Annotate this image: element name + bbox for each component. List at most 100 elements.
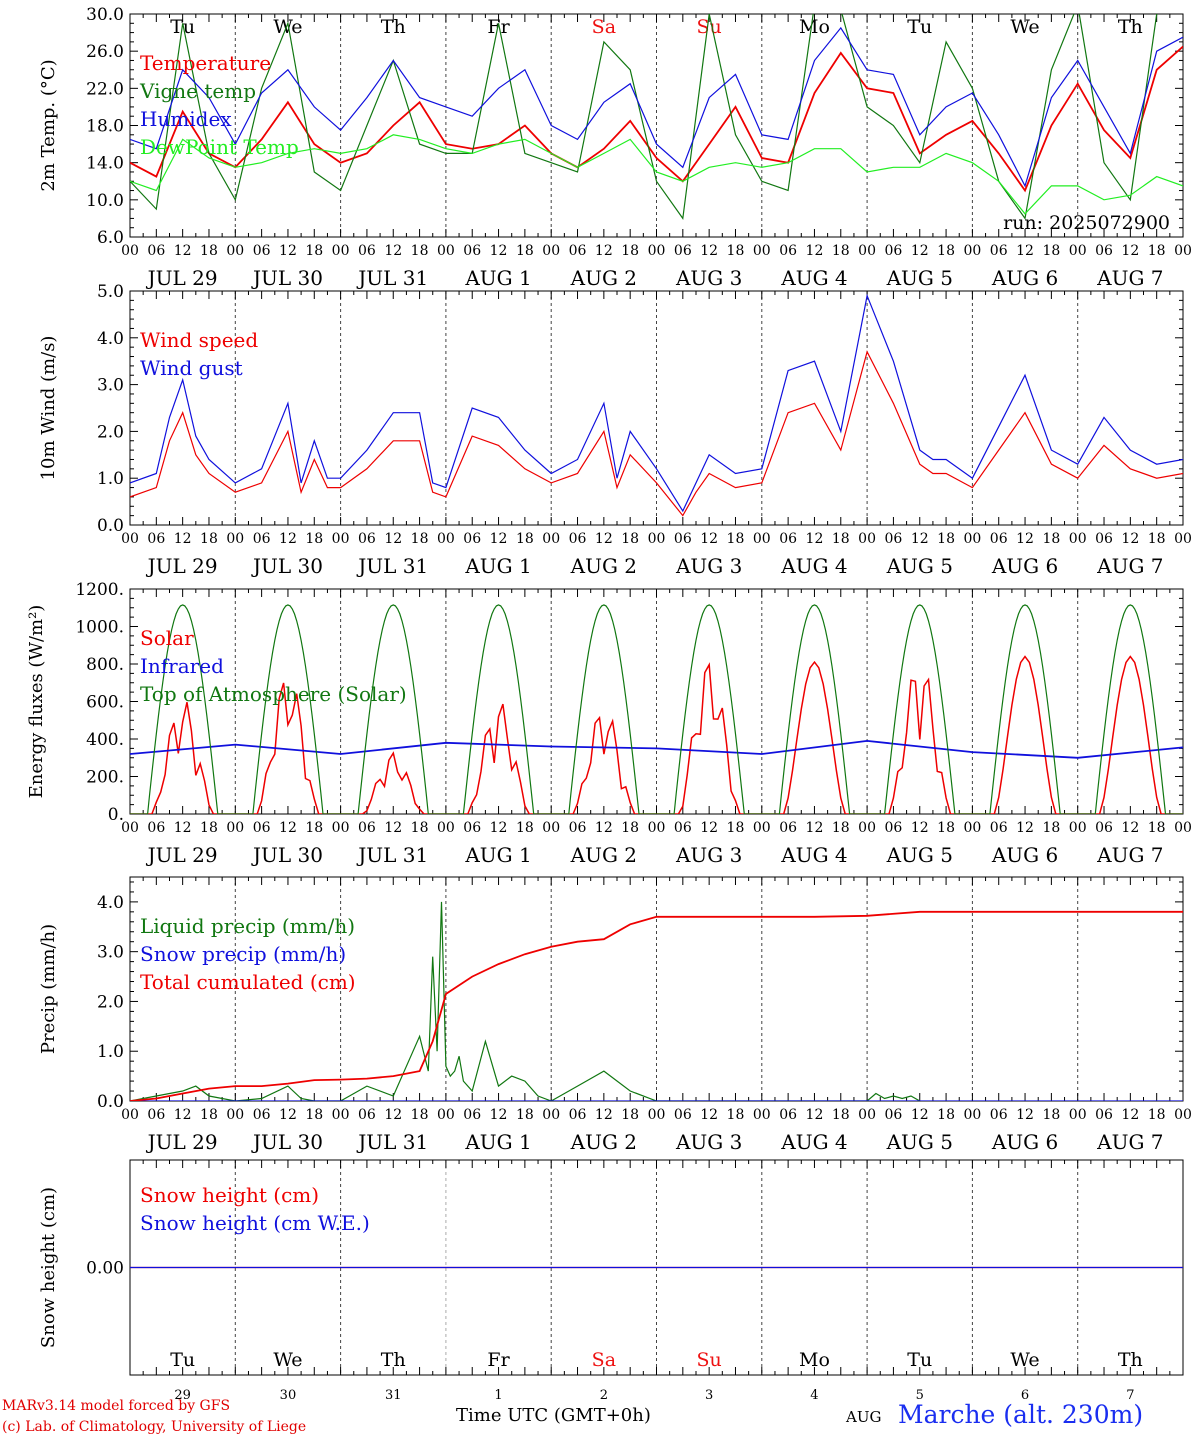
y-axis-title: Energy fluxes (W/m²) (26, 605, 47, 799)
date-label: AUG 3 (675, 266, 742, 290)
hour-label: 06 (1095, 820, 1113, 836)
legend-liquid-precip-mm-h-: Liquid precip (mm/h) (140, 914, 355, 938)
hour-label: 12 (595, 1107, 613, 1123)
station-name: Marche (alt. 230m) (898, 1400, 1144, 1429)
y-tick-label: 2.0 (97, 422, 124, 442)
hour-label: 00 (858, 1107, 876, 1123)
legend-infrared: Infrared (140, 654, 224, 678)
hour-label: 18 (516, 1107, 534, 1123)
hour-label: 06 (779, 531, 797, 547)
y-tick-label: 0.0 (97, 516, 124, 536)
hour-label: 00 (226, 243, 244, 259)
wind-gust-line (130, 293, 1183, 513)
hour-label: 12 (174, 820, 192, 836)
total-cumulated-cm--line (130, 910, 1183, 1101)
legend-snow-height-cm-: Snow height (cm) (140, 1183, 319, 1207)
weekday-label: Sa (592, 16, 616, 38)
hour-label: 00 (121, 820, 139, 836)
hour-label: 12 (384, 243, 402, 259)
y-axis-title: 10m Wind (m/s) (38, 336, 59, 481)
date-label: JUL 30 (251, 843, 323, 867)
hour-label: 06 (569, 243, 587, 259)
y-tick-label: 3.0 (97, 943, 124, 963)
hour-label: 18 (200, 820, 218, 836)
hour-label: 00 (542, 820, 560, 836)
hour-label: 12 (911, 1107, 929, 1123)
hour-label: 06 (358, 1107, 376, 1123)
day-number: 31 (385, 1388, 402, 1403)
hour-label: 12 (1016, 243, 1034, 259)
y-tick-label: 200. (86, 768, 124, 788)
hour-label: 18 (937, 1107, 955, 1123)
hour-label: 18 (516, 243, 534, 259)
date-label: JUL 30 (251, 266, 323, 290)
x-axis-title: Time UTC (GMT+0h) (456, 1405, 651, 1426)
hour-label: 00 (332, 243, 350, 259)
date-label: AUG 1 (464, 554, 531, 578)
date-label: AUG 7 (1096, 554, 1163, 578)
hour-label: 06 (147, 820, 165, 836)
weekday-label: Tu (907, 16, 932, 38)
hour-label: 00 (332, 1107, 350, 1123)
hour-label: 18 (305, 1107, 323, 1123)
y-axis-title: 2m Temp. (°C) (38, 59, 59, 191)
liquid-precip-mm-h--line (130, 901, 921, 1101)
hour-label: 06 (779, 243, 797, 259)
hour-label: 06 (885, 1107, 903, 1123)
hour-label: 06 (358, 820, 376, 836)
hour-label: 12 (806, 243, 824, 259)
date-label: AUG 5 (886, 843, 953, 867)
hour-label: 12 (1121, 820, 1139, 836)
hour-label: 00 (542, 1107, 560, 1123)
hour-label: 00 (1174, 820, 1192, 836)
weekday-label: Sa (592, 1349, 616, 1371)
y-tick-label: 14.0 (86, 154, 124, 174)
hour-label: 12 (911, 531, 929, 547)
y-tick-label: 0. (108, 805, 124, 825)
hour-label: 00 (858, 531, 876, 547)
hour-label: 12 (1016, 820, 1034, 836)
hour-label: 06 (779, 820, 797, 836)
date-label: AUG 3 (675, 1130, 742, 1154)
hour-label: 18 (727, 1107, 745, 1123)
weekday-label: Mo (799, 1349, 830, 1371)
day-number: 5 (916, 1388, 924, 1403)
hour-label: 18 (1148, 243, 1166, 259)
hour-label: 00 (332, 531, 350, 547)
hour-label: 18 (937, 820, 955, 836)
hour-label: 18 (832, 531, 850, 547)
hour-label: 00 (963, 1107, 981, 1123)
hour-label: 06 (358, 243, 376, 259)
date-label: AUG 3 (675, 554, 742, 578)
hour-label: 18 (411, 1107, 429, 1123)
hour-label: 18 (516, 531, 534, 547)
hour-label: 18 (411, 820, 429, 836)
solar-line (130, 655, 1183, 814)
legend-dewpoint-temp: DewPoint Temp (140, 135, 299, 159)
hour-label: 18 (621, 1107, 639, 1123)
series-group (130, 293, 1183, 517)
hour-label: 12 (174, 531, 192, 547)
hour-label: 06 (569, 1107, 587, 1123)
hour-label: 00 (963, 820, 981, 836)
date-label: JUL 31 (356, 843, 428, 867)
hour-label: 12 (595, 820, 613, 836)
hour-label: 18 (727, 820, 745, 836)
hour-label: 06 (569, 820, 587, 836)
date-label: AUG 1 (464, 266, 531, 290)
hour-label: 00 (542, 531, 560, 547)
dewpoint-temp-line (130, 134, 1183, 215)
hour-label: 18 (832, 1107, 850, 1123)
weekday-label: Tu (907, 1349, 932, 1371)
hour-label: 00 (648, 531, 666, 547)
hour-label: 00 (226, 531, 244, 547)
hour-label: 12 (700, 243, 718, 259)
y-tick-label: 6.0 (97, 228, 124, 248)
date-label: AUG 2 (570, 843, 637, 867)
weekday-label: Tu (170, 1349, 195, 1371)
date-label: AUG 1 (464, 843, 531, 867)
hour-label: 06 (253, 531, 271, 547)
hour-label: 12 (174, 1107, 192, 1123)
hour-label: 12 (490, 820, 508, 836)
hour-label: 12 (700, 1107, 718, 1123)
